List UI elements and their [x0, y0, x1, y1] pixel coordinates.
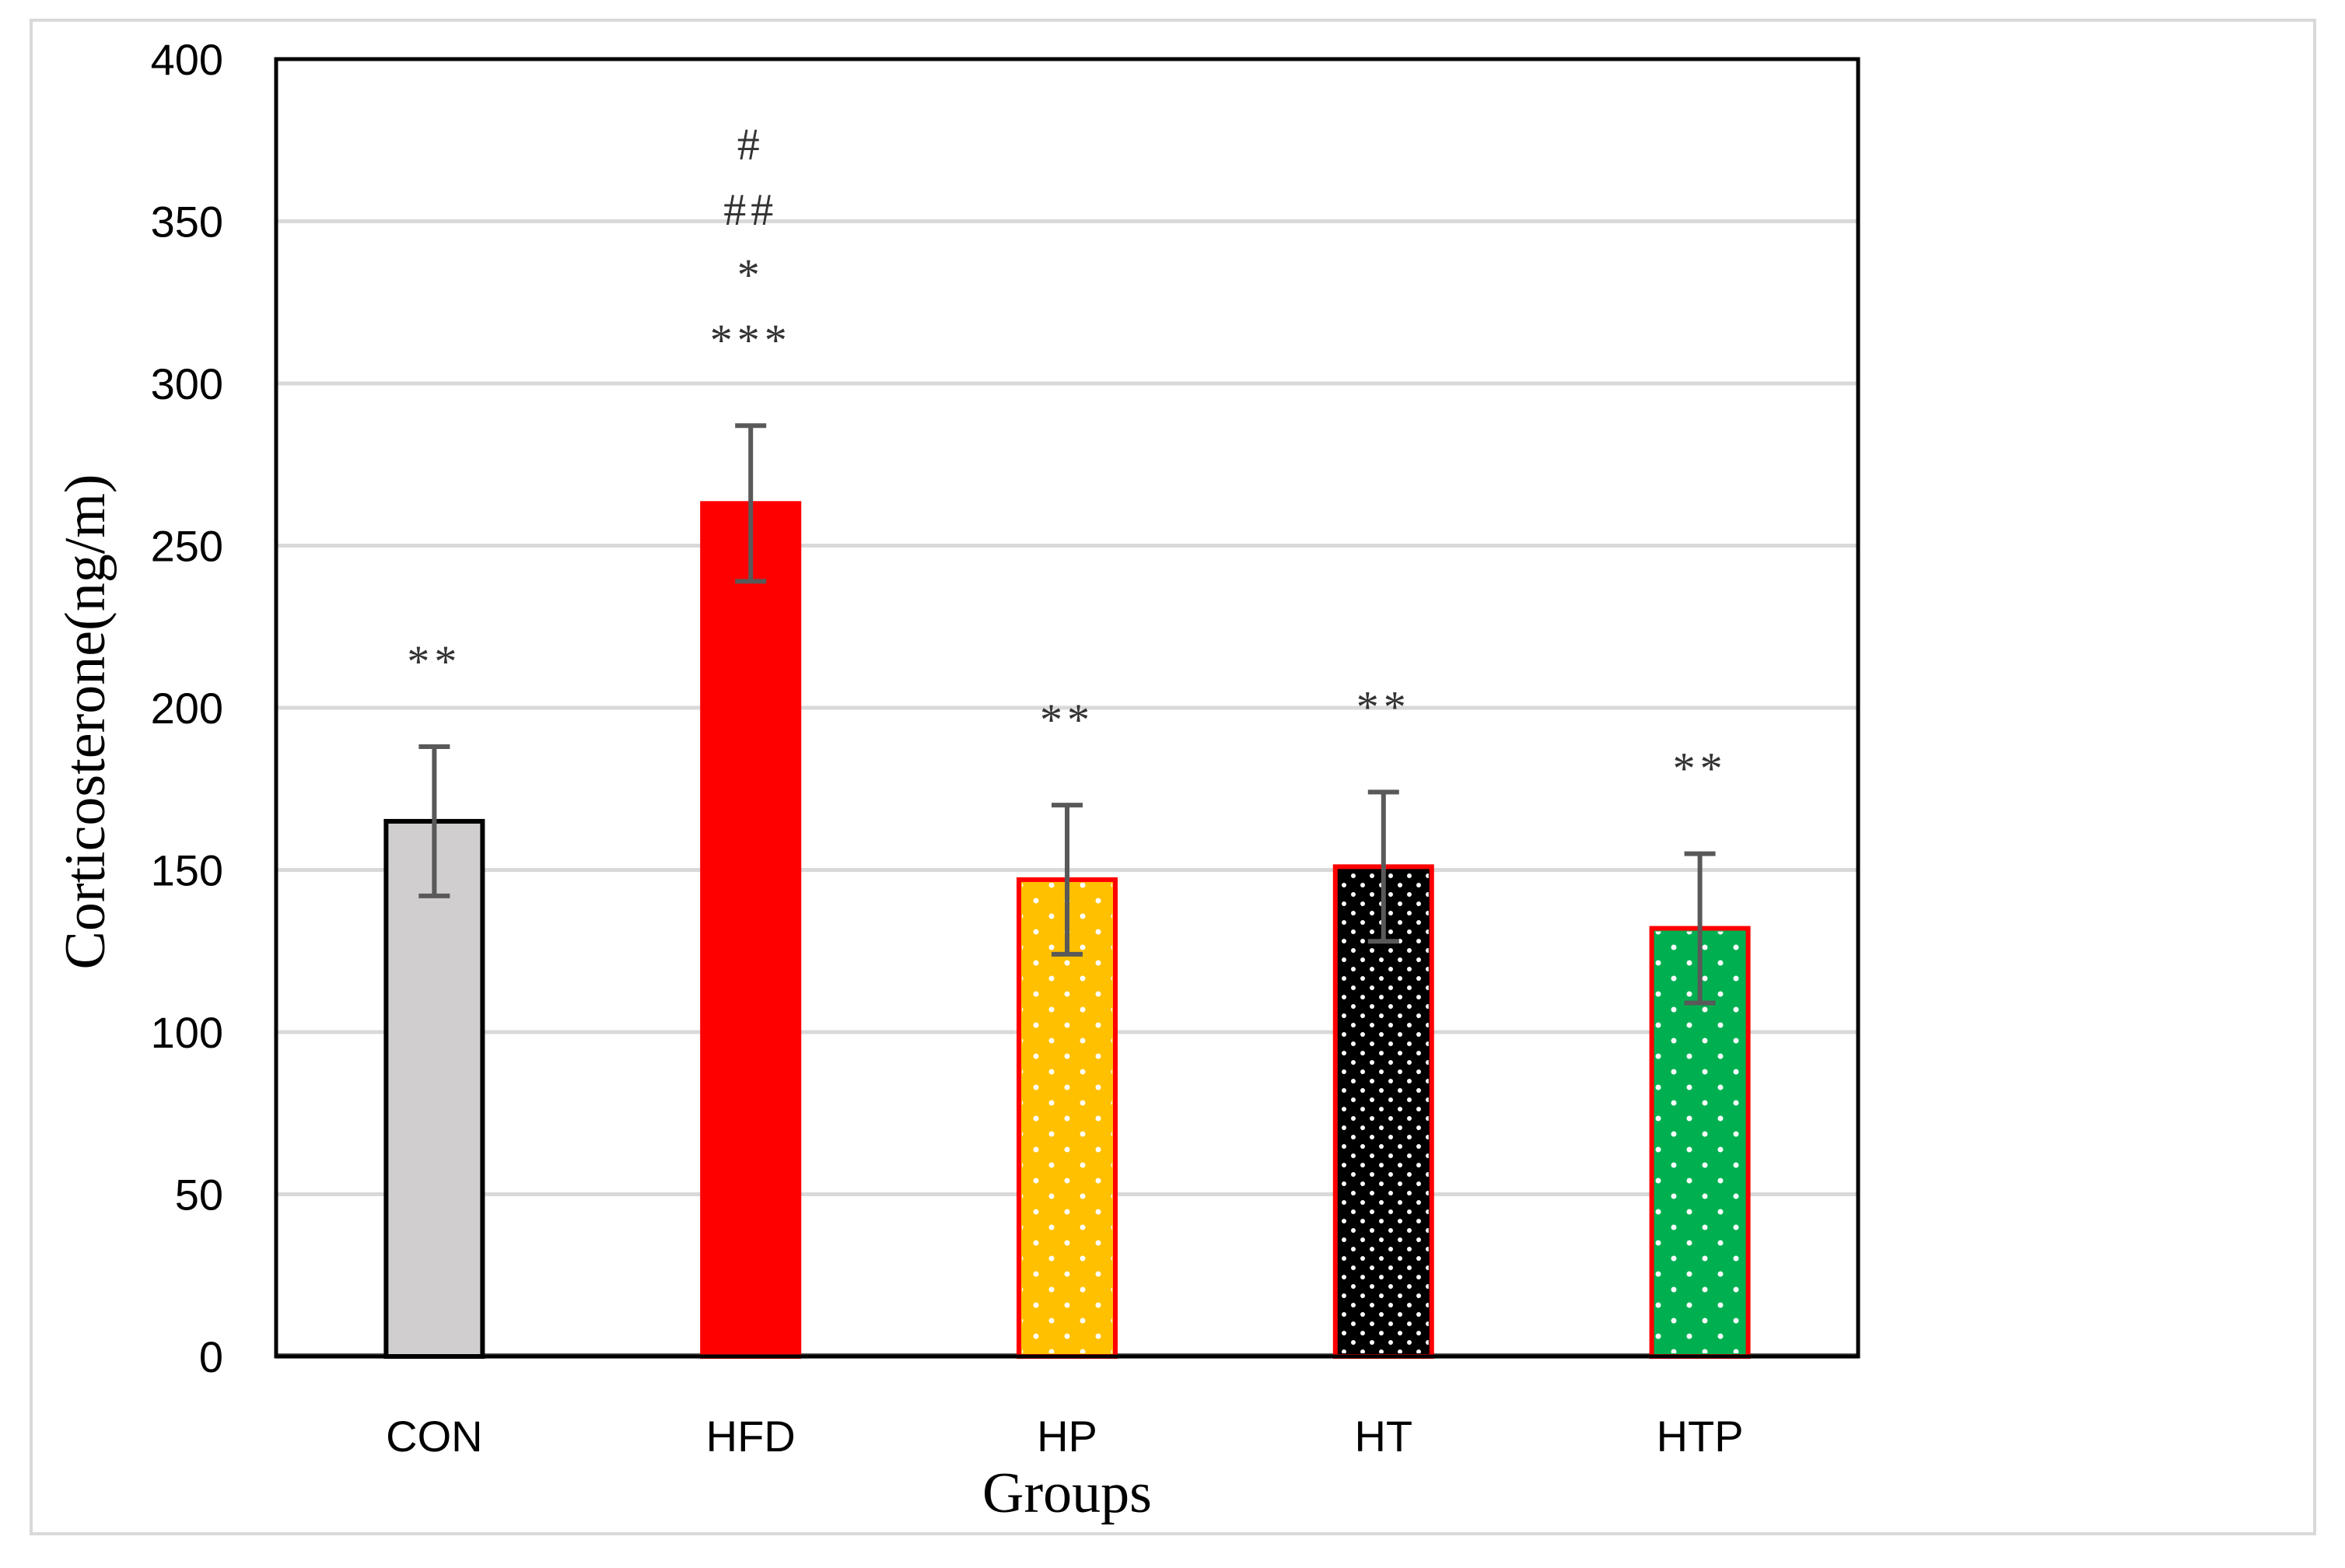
- x-tick-label-ht: HT: [1354, 1412, 1412, 1461]
- x-tick-label-con: CON: [386, 1412, 482, 1461]
- y-tick-label: 350: [151, 198, 223, 247]
- chart-frame: 0 50 100 150 200 250 300 350 400 ** *** * ## # ** ** **…: [30, 19, 2316, 1535]
- x-tick-label-hfd: HFD: [706, 1412, 796, 1461]
- y-tick-label: 300: [151, 359, 223, 408]
- y-tick-label: 250: [151, 522, 223, 571]
- significance-label-htp: **: [1673, 744, 1727, 794]
- bar-hfd: [700, 501, 802, 1359]
- y-tick-label: 150: [151, 846, 223, 895]
- bar-pattern-hp: [1022, 883, 1112, 1353]
- y-tick-label: 50: [175, 1171, 223, 1220]
- y-axis-title: Corticosterone(ng/m): [54, 474, 117, 969]
- bar-con: [383, 818, 485, 1359]
- y-tick-label: 400: [151, 35, 223, 84]
- significance-label-ht: **: [1356, 681, 1411, 732]
- significance-label-hfd: ***: [710, 315, 792, 366]
- significance-annotations: ******###** ****: [407, 119, 1727, 794]
- x-tick-label-htp: HTP: [1657, 1412, 1744, 1461]
- significance-label-con: **: [407, 636, 461, 687]
- y-axis-tick-labels: 0 50 100 150 200 250 300 350 400: [151, 35, 223, 1381]
- significance-label-hfd: ##: [723, 184, 778, 235]
- error-bars: [418, 423, 1716, 1006]
- y-tick-label: 200: [151, 684, 223, 733]
- significance-label-hfd: *: [737, 250, 765, 300]
- significance-label-hfd: #: [737, 119, 765, 170]
- bar-pattern-ht: [1338, 870, 1429, 1353]
- significance-label-hp: **: [1040, 695, 1094, 745]
- y-tick-label: 100: [151, 1008, 223, 1057]
- x-tick-label-hp: HP: [1037, 1412, 1097, 1461]
- x-axis-category-labels: CON HFD HP HT HTP: [386, 1412, 1743, 1461]
- y-tick-label: 0: [199, 1332, 223, 1381]
- plot-area-border: [274, 57, 1860, 1359]
- x-axis-title: Groups: [982, 1461, 1152, 1525]
